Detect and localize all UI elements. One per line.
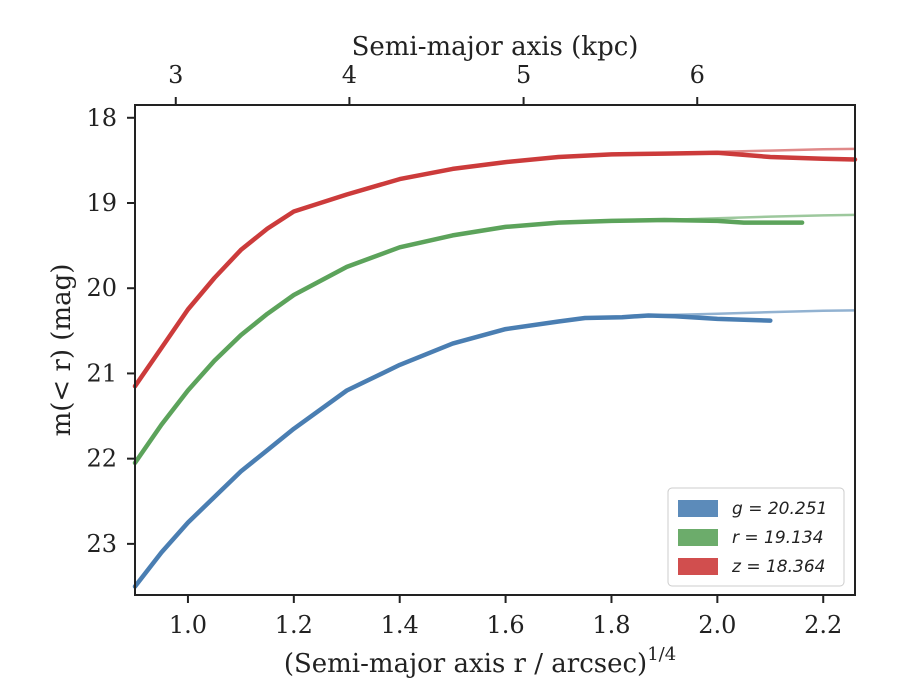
legend-swatch-g [678,500,718,517]
x-tick-label: 2.2 [804,611,842,639]
top-tick-label: 4 [342,61,357,89]
y-tick-label: 19 [86,189,117,217]
top-tick-label: 3 [168,61,183,89]
legend-label-r: r = 19.134 [732,528,824,548]
legend-swatch-r [678,529,718,546]
series-z-line [132,150,858,389]
top-tick-label: 6 [690,61,705,89]
legend-label-z: z = 18.364 [731,557,825,577]
x-tick-label: 1.2 [275,611,313,639]
series-r-line [132,217,805,466]
top-tick-label: 5 [516,61,531,89]
x-tick-label: 1.4 [381,611,419,639]
legend: g = 20.251 r = 19.134 z = 18.364 [667,487,845,587]
y-axis-title: m(< r) (mag) [47,264,77,437]
x-axis-title-superscript: 1/4 [647,644,676,665]
x-tick-label: 1.8 [592,611,630,639]
x-tick-label: 1.0 [169,611,207,639]
plot-frame [134,104,856,596]
legend-swatch-z [678,558,718,575]
y-tick-label: 23 [86,530,117,558]
series-g-model-line [648,309,856,317]
series-layer [132,147,858,589]
legend-label-g: g = 20.251 [732,499,827,519]
y-tick-label: 18 [86,104,117,132]
x-tick-label: 1.6 [487,611,525,639]
x-axis-title: (Semi-major axis r / arcsec)1/4 [284,644,676,679]
ticks: 1.0 1.2 1.4 1.6 1.8 2.0 2.2 18 19 20 21 22 23 3 4 5 6 [86,61,842,639]
y-tick-label: 20 [86,274,117,302]
x-axis-title-main: (Semi-major axis r / arcsec) [284,649,647,679]
y-tick-label: 21 [86,359,117,387]
top-x-axis-title: Semi-major axis (kpc) [352,32,639,62]
x-tick-label: 2.0 [698,611,736,639]
y-tick-label: 22 [86,445,117,473]
series-g-line [132,313,773,589]
